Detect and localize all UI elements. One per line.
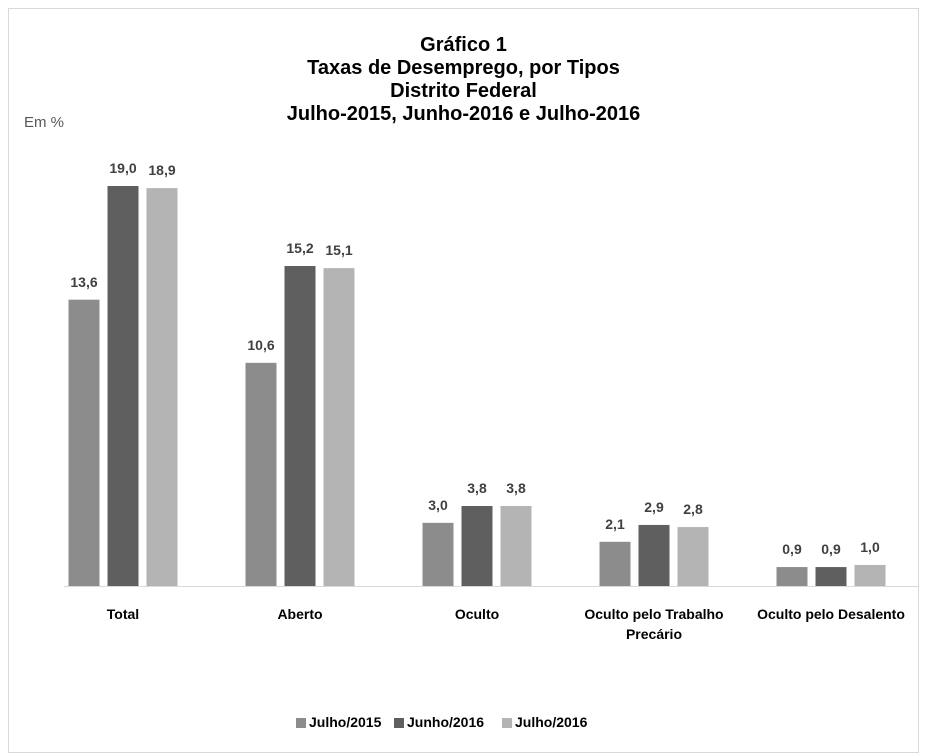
bar xyxy=(500,506,532,586)
chart-title: Julho-2015, Junho-2016 e Julho-2016 xyxy=(286,103,641,125)
legend-swatch xyxy=(394,718,404,728)
value-label: 10,6 xyxy=(247,336,275,353)
bar xyxy=(599,541,631,586)
value-label: 3,0 xyxy=(428,496,448,513)
value-label: 19,0 xyxy=(109,160,137,176)
bar xyxy=(854,564,886,586)
bar xyxy=(638,524,670,586)
legend-label: Julho/2015 xyxy=(309,714,382,730)
value-label: 15,2 xyxy=(286,240,314,256)
legend-swatch xyxy=(296,718,306,728)
bar xyxy=(323,268,355,586)
value-label: 2,1 xyxy=(605,515,625,532)
bar xyxy=(68,299,100,586)
value-label: 3,8 xyxy=(467,480,487,496)
value-label: 3,8 xyxy=(506,480,526,496)
legend-swatch xyxy=(502,718,512,728)
value-label: 2,8 xyxy=(683,501,703,518)
legend-label: Junho/2016 xyxy=(407,714,485,730)
value-label: 0,9 xyxy=(782,541,802,558)
x-tick-label: Oculto pelo Trabalho Precário xyxy=(584,606,724,642)
bar xyxy=(146,188,178,586)
bar xyxy=(677,527,709,586)
value-label: 18,9 xyxy=(148,162,176,179)
x-tick-label: Oculto pelo Desalento xyxy=(757,606,905,622)
bar xyxy=(815,567,847,586)
bar xyxy=(245,362,277,586)
x-tick-label: Total xyxy=(106,606,140,622)
x-tick-label: Aberto xyxy=(277,606,323,622)
legend-label: Julho/2016 xyxy=(515,714,588,730)
chart-title: Gráfico 1 xyxy=(420,34,507,56)
value-label: 15,1 xyxy=(325,242,353,259)
bar xyxy=(284,266,316,586)
value-label: 13,6 xyxy=(70,273,98,290)
value-label: 0,9 xyxy=(821,541,841,558)
chart-title: Distrito Federal xyxy=(390,80,537,102)
bar xyxy=(422,522,454,586)
bar xyxy=(776,567,808,586)
value-label: 2,9 xyxy=(644,498,664,515)
x-tick-label: Oculto xyxy=(454,606,500,622)
bar xyxy=(461,506,493,586)
value-label: 1,0 xyxy=(860,538,880,555)
bar xyxy=(107,186,139,586)
unit-label: Em % xyxy=(24,114,65,131)
chart-title: Taxas de Desemprego, por Tipos xyxy=(307,57,620,79)
